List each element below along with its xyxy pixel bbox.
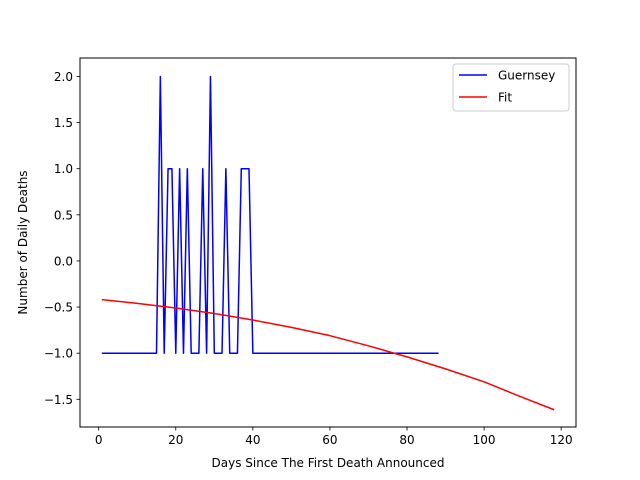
- plot-frame: [79, 57, 577, 428]
- x-tick-label: 80: [399, 433, 414, 447]
- x-axis-label: Days Since The First Death Announced: [212, 456, 445, 470]
- legend: Guernsey Fit: [452, 63, 570, 112]
- y-tick-label: −1.5: [44, 393, 73, 407]
- x-tick-label: 120: [550, 433, 573, 447]
- plot-lines: [101, 75, 555, 411]
- x-axis: 0 20 40 60 80 100 120: [95, 427, 573, 447]
- y-tick-label: 0.5: [54, 208, 73, 222]
- x-tick-label: 40: [245, 433, 260, 447]
- y-axis-label: Number of Daily Deaths: [16, 170, 30, 314]
- x-tick-label: 60: [322, 433, 337, 447]
- x-tick-label: 0: [95, 433, 103, 447]
- legend-label-fit: Fit: [498, 91, 512, 105]
- series-line-guernsey: [101, 75, 439, 354]
- y-axis: −1.5 −1.0 −0.5 0.0 0.5 1.0 1.5 2.0: [44, 70, 80, 407]
- y-tick-label: 1.5: [54, 116, 73, 130]
- y-tick-label: 2.0: [54, 70, 73, 84]
- series-line-fit: [101, 298, 555, 411]
- y-tick-label: 1.0: [54, 162, 73, 176]
- y-tick-label: 0.0: [54, 254, 73, 268]
- x-tick-label: 20: [168, 433, 183, 447]
- x-tick-label: 100: [473, 433, 496, 447]
- y-tick-label: −0.5: [44, 301, 73, 315]
- y-tick-label: −1.0: [44, 347, 73, 361]
- legend-label-guernsey: Guernsey: [498, 69, 555, 83]
